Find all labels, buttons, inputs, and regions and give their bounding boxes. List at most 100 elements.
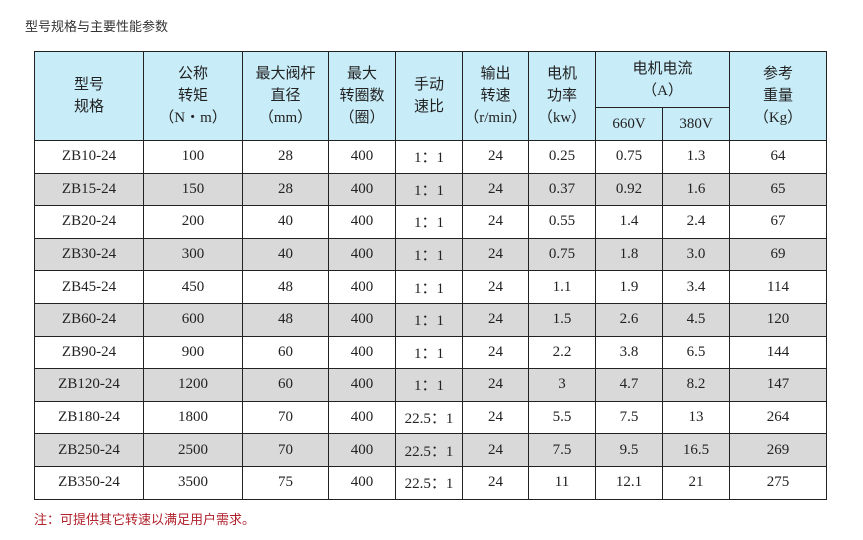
table-cell: 147 — [729, 368, 827, 402]
table-cell: 0.55 — [528, 205, 596, 239]
table-row: ZB180-24 1800 70 400 22.5：1 24 5.5 7.5 13 264 — [34, 400, 827, 435]
table-cell: 12.1 — [595, 465, 663, 500]
table-cell: 150 — [143, 172, 243, 207]
table-cell: 9.5 — [595, 433, 663, 467]
table-cell: 8.2 — [662, 368, 730, 402]
table-row: ZB30-24 300 40 400 1：1 24 0.75 1.8 3.0 69 — [34, 237, 827, 272]
table-cell: 1.4 — [595, 205, 663, 239]
table-cell: ZB350-24 — [34, 465, 144, 500]
table-cell: 3.8 — [595, 335, 663, 370]
table-cell: 1.8 — [595, 237, 663, 272]
table-cell: 1：1 — [395, 270, 463, 304]
table-cell: 400 — [328, 205, 396, 239]
table-cell: 1200 — [143, 368, 243, 402]
header-max-turns: 最大 转圈数 （圈） — [328, 51, 396, 141]
table-cell: 24 — [462, 400, 529, 435]
table-cell: 900 — [143, 335, 243, 370]
header-torque: 公称 转矩 （N・m） — [143, 51, 243, 141]
table-cell: 1：1 — [395, 140, 463, 174]
page-title: 型号规格与主要性能参数 — [25, 20, 169, 35]
table-cell: 48 — [242, 302, 329, 337]
table-cell: 28 — [242, 140, 329, 174]
table-cell: 100 — [143, 140, 243, 174]
table-cell: 4.5 — [662, 302, 730, 337]
header-line: 转圈数 — [339, 88, 385, 104]
table-cell: 3 — [528, 368, 596, 402]
table-cell: 22.5：1 — [395, 433, 463, 467]
table-row: ZB90-24 900 60 400 1：1 24 2.2 3.8 6.5 144 — [34, 335, 827, 370]
header-line: 电机 — [546, 66, 577, 82]
table-row: ZB10-24 100 28 400 1：1 24 0.25 0.75 1.3 64 — [34, 140, 827, 174]
table-cell: 24 — [462, 205, 529, 239]
table-cell: 64 — [729, 140, 827, 174]
table-cell: ZB15-24 — [34, 172, 144, 207]
header-line: 输出 — [480, 66, 511, 82]
table-cell: 65 — [729, 172, 827, 207]
table-cell: 400 — [328, 237, 396, 272]
header-line: 重量 — [762, 88, 793, 104]
header-line: 参考 — [762, 66, 793, 82]
table-cell: 60 — [242, 368, 329, 402]
table-cell: 2.2 — [528, 335, 596, 370]
header-line: 最大 — [346, 66, 377, 82]
table-cell: 24 — [462, 368, 529, 402]
table-row: ZB350-24 3500 75 400 22.5：1 24 11 12.1 21 275 — [34, 465, 827, 500]
table-cell: 40 — [242, 205, 329, 239]
table-cell: 275 — [729, 465, 827, 500]
header-weight: 参考 重量 （Kg） — [729, 51, 827, 141]
table-cell: 2.4 — [662, 205, 730, 239]
header-line: 规格 — [73, 99, 104, 115]
table-cell: ZB180-24 — [34, 400, 144, 435]
header-line: 转矩 — [177, 88, 208, 104]
table-cell: 75 — [242, 465, 329, 500]
header-line: （kw） — [537, 110, 587, 126]
table-cell: 400 — [328, 465, 396, 500]
table-cell: 3.4 — [662, 270, 730, 304]
header-line: （A） — [642, 82, 683, 99]
table-cell: 600 — [143, 302, 243, 337]
table-cell: 67 — [729, 205, 827, 239]
table-row: ZB45-24 450 48 400 1：1 24 1.1 1.9 3.4 114 — [34, 270, 827, 304]
header-line: （mm） — [258, 110, 313, 126]
table-cell: 24 — [462, 172, 529, 207]
table-cell: 269 — [729, 433, 827, 467]
table-cell: 24 — [462, 140, 529, 174]
header-line: 直径 — [270, 88, 301, 104]
table-cell: 4.7 — [595, 368, 663, 402]
header-line: 功率 — [546, 88, 577, 104]
header-current: 电机电流 （A） — [595, 51, 730, 108]
header-speed: 输出 转速 （r/min） — [462, 51, 529, 141]
table-cell: 21 — [662, 465, 730, 500]
footnote: 注：可提供其它转速以满足用户需求。 — [34, 512, 256, 527]
spec-table: 型号 规格 公称 转矩 （N・m） 最大阀杆 直径 （mm） 最大 转圈数 （圈） 手动 速比 输出 转速 （… — [34, 51, 827, 500]
table-cell: 6.5 — [662, 335, 730, 370]
table-cell: ZB20-24 — [34, 205, 144, 239]
table-cell: 144 — [729, 335, 827, 370]
table-cell: 3.0 — [662, 237, 730, 272]
table-cell: 400 — [328, 368, 396, 402]
table-cell: 24 — [462, 237, 529, 272]
header-380v: 380V — [662, 107, 730, 141]
table-cell: 400 — [328, 400, 396, 435]
header-power: 电机功率 （kw） — [528, 51, 596, 141]
table-cell: 48 — [242, 270, 329, 304]
table-cell: 22.5：1 — [395, 400, 463, 435]
table-cell: 22.5：1 — [395, 465, 463, 500]
table-cell: 1：1 — [395, 368, 463, 402]
table-cell: 40 — [242, 237, 329, 272]
header-line: 型号 — [73, 77, 104, 93]
header-line: （r/min） — [464, 110, 527, 126]
table-cell: 0.75 — [595, 140, 663, 174]
table-cell: 0.37 — [528, 172, 596, 207]
table-cell: 16.5 — [662, 433, 730, 467]
table-row: ZB120-24 1200 60 400 1：1 24 3 4.7 8.2 147 — [34, 368, 827, 402]
header-stem-diameter: 最大阀杆 直径 （mm） — [242, 51, 329, 141]
table-cell: ZB60-24 — [34, 302, 144, 337]
table-cell: 400 — [328, 140, 396, 174]
table-cell: 400 — [328, 302, 396, 337]
table-cell: ZB90-24 — [34, 335, 144, 370]
table-cell: 1：1 — [395, 302, 463, 337]
table-row: ZB250-24 2500 70 400 22.5：1 24 7.5 9.5 16.5 269 — [34, 433, 827, 467]
table-cell: 7.5 — [528, 433, 596, 467]
table-cell: 0.92 — [595, 172, 663, 207]
